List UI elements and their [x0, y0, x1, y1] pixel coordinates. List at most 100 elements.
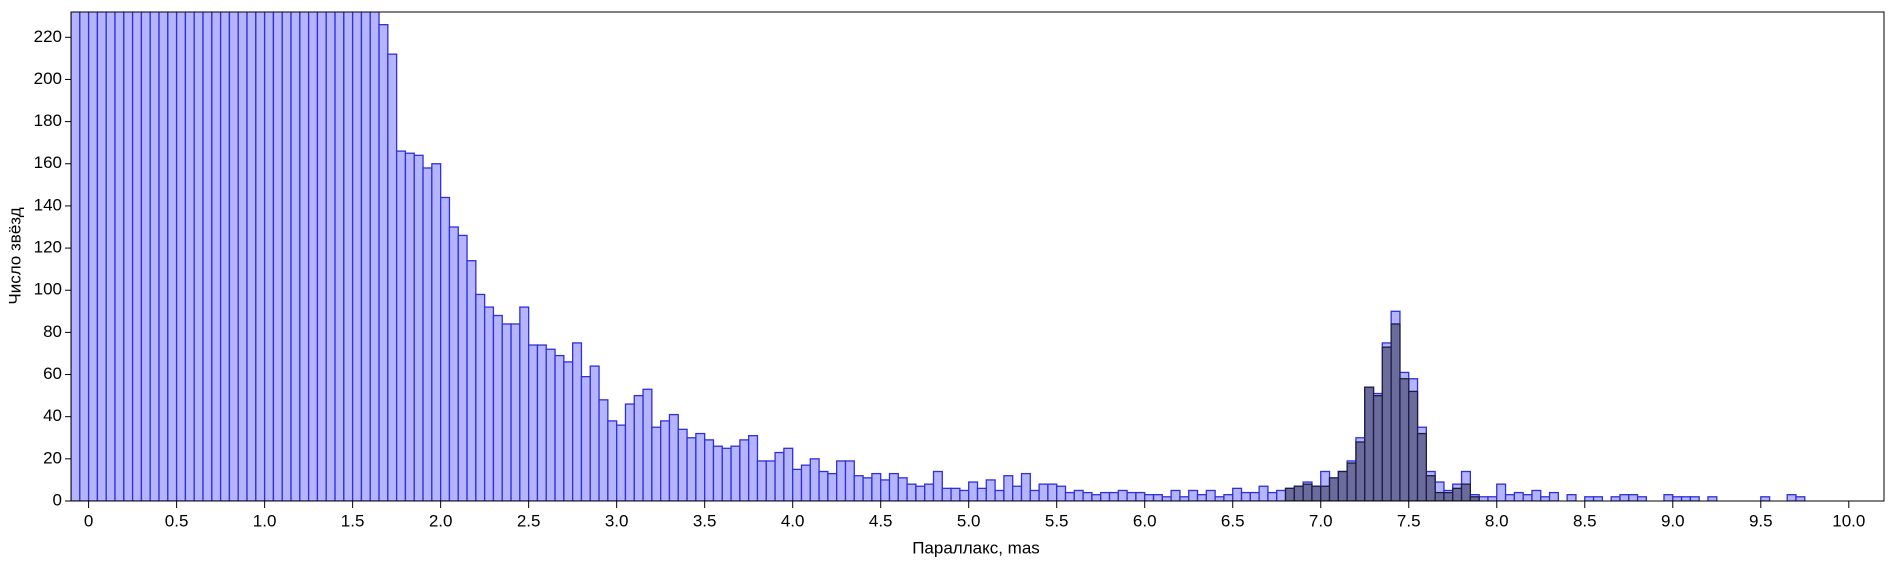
x-tick-label: 6.5: [1221, 511, 1245, 530]
bar: [237, 12, 248, 501]
bar: [1038, 483, 1049, 501]
bar: [1540, 496, 1551, 501]
x-tick-label: 0: [84, 511, 93, 530]
bar: [968, 481, 979, 501]
bar: [395, 150, 407, 501]
bar: [1302, 483, 1313, 501]
bar: [950, 487, 961, 501]
bar: [633, 394, 644, 501]
bar: [263, 12, 275, 501]
x-tick-label: 8.5: [1573, 511, 1597, 530]
bar: [783, 447, 794, 501]
bar: [492, 314, 503, 501]
bar: [1513, 491, 1524, 501]
bar: [1064, 491, 1075, 501]
bar: [1566, 494, 1577, 501]
bar: [140, 12, 151, 501]
bar: [800, 464, 811, 501]
x-tick-label: 5.0: [957, 511, 981, 530]
bar: [739, 439, 750, 501]
x-tick-label: 4.5: [869, 511, 893, 530]
bar: [853, 475, 864, 501]
bar: [677, 428, 688, 501]
bar: [607, 420, 618, 501]
bar: [1408, 390, 1419, 501]
bar: [959, 489, 970, 501]
y-tick-label: 120: [34, 238, 62, 257]
bar: [351, 12, 363, 501]
bar: [193, 12, 204, 501]
bar: [1179, 496, 1190, 501]
bar: [158, 12, 169, 501]
bar: [1663, 494, 1674, 501]
bar: [985, 479, 996, 501]
bar: [1117, 489, 1128, 501]
y-axis-label: Число звёзд: [5, 207, 24, 304]
bar: [554, 354, 565, 501]
bar: [1108, 491, 1119, 501]
bar: [1047, 483, 1058, 501]
bar: [184, 12, 195, 501]
bar: [519, 306, 530, 501]
bar: [1126, 491, 1137, 501]
bar: [1135, 491, 1146, 501]
bar: [1100, 491, 1111, 501]
bar: [175, 12, 187, 501]
bar: [1795, 496, 1806, 501]
bar: [1619, 494, 1630, 501]
bar: [836, 460, 847, 501]
bar: [1337, 470, 1348, 501]
bar: [1355, 441, 1366, 501]
bar: [1548, 491, 1560, 501]
bar: [915, 485, 926, 501]
bar: [528, 344, 539, 501]
bar: [1584, 496, 1595, 501]
y-tick-label: 0: [53, 490, 62, 509]
bar: [299, 12, 310, 501]
bar: [1073, 489, 1084, 501]
bar: [1478, 496, 1489, 501]
bar: [1170, 489, 1181, 501]
bar: [1760, 496, 1771, 501]
bar: [1592, 496, 1604, 501]
bar: [1311, 485, 1322, 501]
bar: [448, 226, 459, 501]
x-tick-label: 10.0: [1832, 511, 1865, 530]
bar: [871, 472, 882, 501]
bar: [1091, 494, 1102, 501]
bar: [1487, 496, 1498, 501]
bar: [1249, 491, 1260, 501]
bar: [1610, 496, 1621, 501]
x-tick-label: 7.0: [1309, 511, 1333, 530]
bar: [748, 435, 759, 501]
bar: [1188, 489, 1199, 501]
bar: [888, 472, 899, 501]
bar: [1082, 491, 1093, 501]
bar: [422, 167, 433, 501]
bar: [862, 477, 873, 501]
bar: [536, 344, 547, 501]
bar: [809, 458, 820, 501]
bar: [439, 196, 451, 501]
y-tick-label: 100: [34, 280, 62, 299]
bar: [1012, 485, 1023, 501]
bar: [1425, 475, 1436, 501]
bar: [932, 470, 943, 501]
bar: [131, 12, 143, 501]
bar: [844, 460, 855, 501]
bar: [1144, 494, 1155, 501]
bar: [71, 12, 81, 501]
y-tick-label: 20: [43, 448, 62, 467]
bar: [897, 477, 908, 501]
bar: [483, 306, 495, 501]
bar: [378, 23, 389, 501]
bar: [721, 447, 732, 501]
bar: [572, 342, 583, 501]
x-tick-label: 5.5: [1045, 511, 1069, 530]
bar: [660, 420, 671, 501]
x-tick-label: 1.5: [341, 511, 365, 530]
bar: [404, 152, 415, 501]
bar: [668, 413, 679, 501]
bar: [1531, 489, 1542, 501]
